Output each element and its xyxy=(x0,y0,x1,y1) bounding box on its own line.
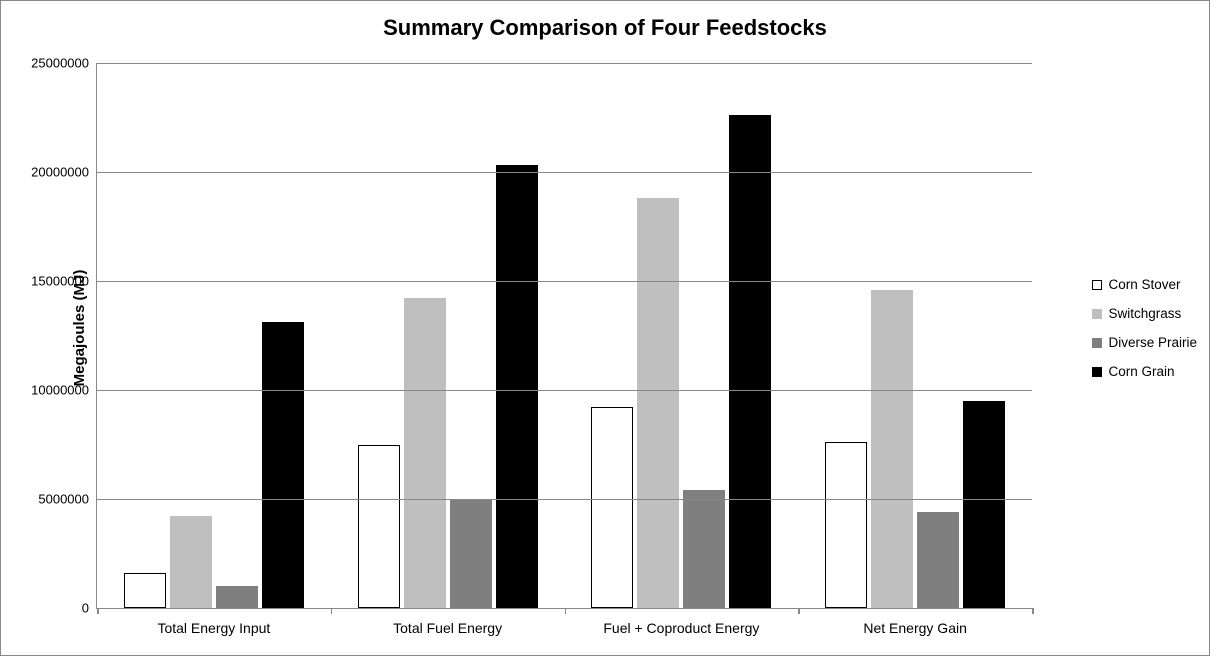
bar xyxy=(591,407,633,608)
bar xyxy=(729,115,771,608)
gridline xyxy=(97,390,1032,391)
x-tick-mark xyxy=(798,608,800,614)
gridline xyxy=(97,172,1032,173)
x-tick-label: Total Energy Input xyxy=(157,608,270,636)
gridline xyxy=(97,499,1032,500)
y-tick-label: 15000000 xyxy=(31,274,97,289)
category-group: Total Energy Input xyxy=(97,63,331,608)
x-tick-mark xyxy=(1032,608,1034,614)
bar xyxy=(124,573,166,608)
y-tick-label: 25000000 xyxy=(31,56,97,71)
legend-swatch xyxy=(1092,367,1102,377)
x-tick-label: Net Energy Gain xyxy=(863,608,967,636)
bar xyxy=(825,442,867,608)
legend-swatch xyxy=(1092,280,1102,290)
gridline xyxy=(97,281,1032,282)
y-tick-label: 10000000 xyxy=(31,383,97,398)
y-tick-label: 5000000 xyxy=(38,492,97,507)
legend-item: Corn Stover xyxy=(1092,277,1197,292)
bar xyxy=(871,290,913,608)
bar xyxy=(170,516,212,608)
bar xyxy=(358,445,400,609)
bar xyxy=(216,586,258,608)
chart-title: Summary Comparison of Four Feedstocks xyxy=(1,1,1209,41)
legend-label: Corn Grain xyxy=(1108,364,1174,379)
bar xyxy=(963,401,1005,608)
gridline xyxy=(97,63,1032,64)
x-tick-label: Fuel + Coproduct Energy xyxy=(603,608,759,636)
bar xyxy=(262,322,304,608)
legend-label: Switchgrass xyxy=(1108,306,1181,321)
bar xyxy=(496,165,538,608)
legend: Corn Stover Switchgrass Diverse Prairie Cor… xyxy=(1092,263,1197,393)
x-tick-mark xyxy=(97,608,99,614)
legend-swatch xyxy=(1092,338,1102,348)
y-tick-label: 0 xyxy=(82,601,97,616)
y-tick-label: 20000000 xyxy=(31,165,97,180)
bar xyxy=(637,198,679,608)
bar xyxy=(917,512,959,608)
category-group: Fuel + Coproduct Energy xyxy=(565,63,799,608)
legend-label: Diverse Prairie xyxy=(1108,335,1197,350)
category-group: Net Energy Gain xyxy=(798,63,1032,608)
x-tick-mark xyxy=(331,608,333,614)
bar xyxy=(450,499,492,608)
bar xyxy=(404,298,446,608)
legend-label: Corn Stover xyxy=(1108,277,1180,292)
plot-area: Total Energy InputTotal Fuel EnergyFuel … xyxy=(96,63,1032,609)
bar xyxy=(683,490,725,608)
x-tick-mark xyxy=(565,608,567,614)
bars-row: Total Energy InputTotal Fuel EnergyFuel … xyxy=(97,63,1032,608)
legend-item: Diverse Prairie xyxy=(1092,335,1197,350)
category-group: Total Fuel Energy xyxy=(331,63,565,608)
x-tick-label: Total Fuel Energy xyxy=(393,608,502,636)
legend-swatch xyxy=(1092,309,1102,319)
legend-item: Switchgrass xyxy=(1092,306,1197,321)
legend-item: Corn Grain xyxy=(1092,364,1197,379)
chart-container: Summary Comparison of Four Feedstocks Me… xyxy=(0,0,1210,656)
